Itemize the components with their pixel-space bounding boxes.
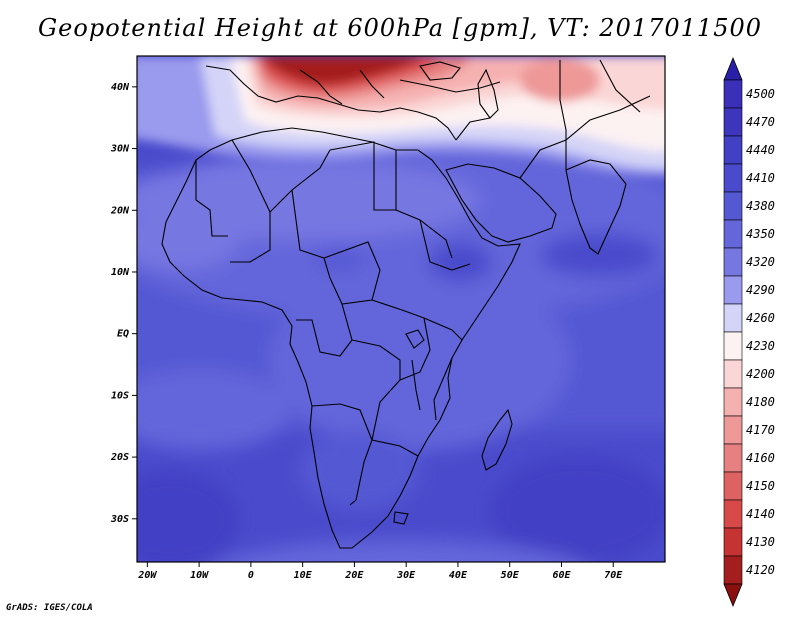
colorbar: 4500 4470 4440 4410 4380 4350 4320 4290 4260 4230… (723, 56, 775, 608)
coastlines-and-borders (161, 59, 651, 549)
colorbar-label: 4410 (746, 171, 775, 185)
colorbar-bottom-arrow (723, 583, 743, 608)
colorbar-label: 4200 (746, 367, 775, 381)
lon-tick-label: 30E (396, 570, 416, 581)
lon-tick-label: 70E (604, 570, 623, 581)
colorbar-swatch (723, 135, 743, 165)
colorbar-label: 4440 (746, 143, 775, 157)
lon-tick-label: 20E (344, 570, 364, 581)
map-frame (136, 55, 666, 563)
colorbar-swatch (723, 331, 743, 361)
lon-tick-label: 40E (449, 570, 468, 581)
colorbar-swatch (723, 107, 743, 137)
lat-tick-label: EQ (117, 329, 129, 340)
colorbar-label: 4230 (746, 339, 775, 353)
lat-tick-label: 40N (111, 82, 130, 93)
lon-tick-label: 0 (248, 570, 254, 581)
colorbar-label: 4170 (746, 423, 775, 437)
colorbar-swatch (723, 219, 743, 249)
colorbar-label: 4470 (746, 115, 775, 129)
lat-tick-label: 20N (110, 205, 130, 216)
colorbar-label: 4160 (746, 451, 775, 465)
lat-tick-label: 30S (110, 514, 129, 525)
colorbar-top-arrow (723, 56, 743, 81)
colorbar-label: 4320 (746, 255, 775, 269)
colorbar-label: 4120 (746, 563, 775, 577)
colorbar-swatch (723, 471, 743, 501)
colorbar-label: 4130 (746, 535, 775, 549)
colorbar-swatch (723, 443, 743, 473)
colorbar-swatch (723, 275, 743, 305)
footer-credit: GrADS: IGES/COLA (6, 603, 93, 613)
colorbar-swatch (723, 303, 743, 333)
lon-tick-label: 50E (501, 570, 520, 581)
colorbar-label: 4380 (746, 199, 775, 213)
colorbar-label: 4140 (746, 507, 775, 521)
lat-tick-label: 10S (111, 390, 129, 401)
lon-tick-label: 10W (190, 570, 209, 581)
colorbar-label: 4150 (746, 479, 775, 493)
colorbar-label: 4350 (746, 227, 775, 241)
colorbar-swatch (723, 79, 743, 109)
colorbar-swatch (723, 387, 743, 417)
lon-tick-label: 60E (552, 570, 571, 581)
colorbar-label: 4180 (746, 395, 775, 409)
colorbar-swatch (723, 555, 743, 585)
colorbar-swatch (723, 527, 743, 557)
colorbar-swatch (723, 247, 743, 277)
height-field (137, 56, 665, 562)
colorbar-label: 4500 (746, 87, 775, 101)
lat-tick-label: 10N (111, 267, 130, 278)
axis-ticks: 20W 10W 0 10E 20E 30E 40E 50E 60E 70E 40N 30N 20N 10N… (110, 82, 623, 581)
colorbar-swatch (723, 163, 743, 193)
colorbar-swatch (723, 415, 743, 445)
lat-tick-label: 30N (110, 144, 130, 155)
lon-tick-label: 10E (294, 570, 313, 581)
colorbar-swatch (723, 359, 743, 389)
map-title: Geopotential Height at 600hPa [gpm], VT:… (38, 14, 762, 42)
lon-tick-label: 20W (137, 570, 157, 581)
colorbar-label: 4290 (746, 283, 775, 297)
colorbar-swatch (723, 191, 743, 221)
lat-tick-label: 20S (110, 452, 129, 463)
colorbar-swatch (723, 499, 743, 529)
colorbar-label: 4260 (746, 311, 775, 325)
